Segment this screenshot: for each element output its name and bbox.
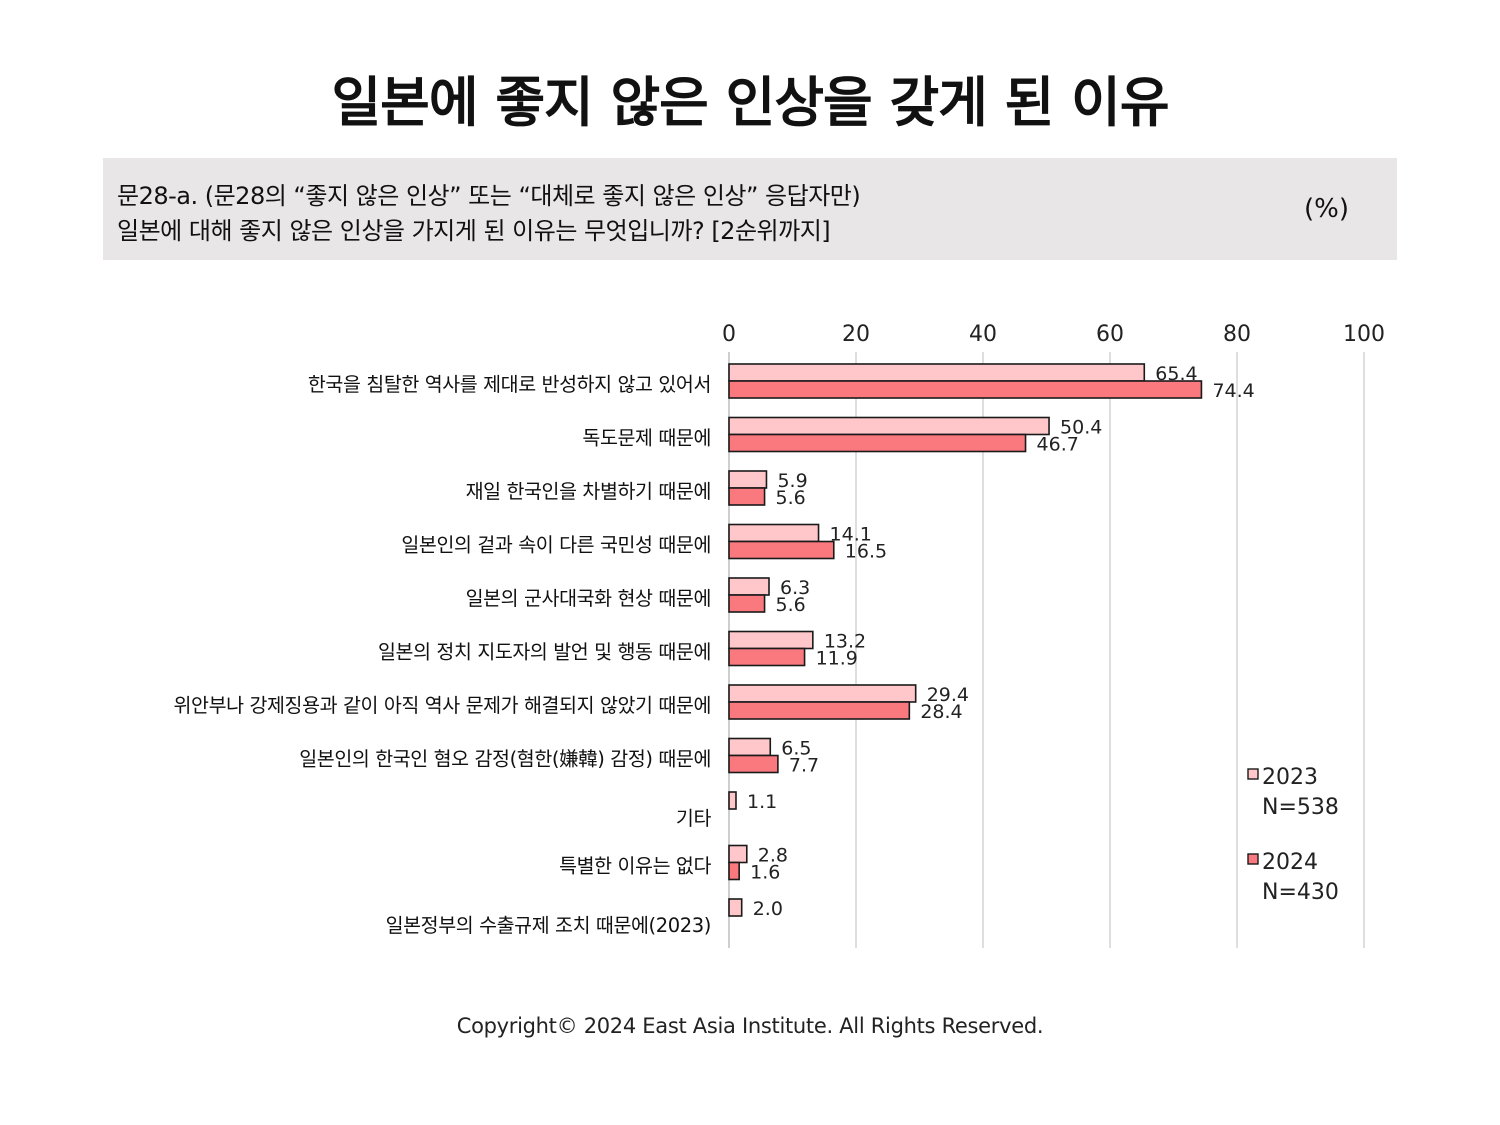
category-label: 일본인의 겉과 속이 다른 국민성 때문에	[401, 534, 711, 557]
data-label-2024: 46.7	[1037, 434, 1079, 456]
bar-2023	[728, 363, 1146, 382]
data-label-2023: 13.2	[824, 631, 866, 653]
copyright-notice: Copyright© 2024 East Asia Institute. All…	[456, 1014, 1044, 1038]
bar-2024	[728, 433, 1027, 453]
legend-swatch-2023	[1247, 768, 1259, 780]
bar-2023	[728, 684, 917, 703]
category-label: 일본의 군사대국화 현상 때문에	[466, 587, 711, 610]
legend-n-2024: N=430	[1262, 880, 1339, 905]
bar-2023	[728, 577, 770, 596]
legend-n-2023: N=538	[1262, 795, 1339, 820]
bar-2024	[728, 701, 911, 720]
category-label: 재일 한국인을 차별하기 때문에	[466, 480, 711, 503]
bar-2024	[728, 647, 806, 667]
x-tick-label: 0	[722, 322, 736, 347]
x-tick-label: 40	[969, 322, 997, 347]
legend-swatch-2024	[1247, 853, 1259, 865]
category-label: 기타	[676, 807, 712, 830]
bar-2023	[728, 523, 820, 543]
x-tick-label: 100	[1343, 322, 1385, 347]
data-label-2023: 2.8	[758, 845, 788, 867]
bar-2024	[728, 487, 766, 506]
bar-2023	[728, 898, 743, 917]
question-box: 문28-a. (문28의 “좋지 않은 인상” 또는 “대체로 좋지 않은 인상…	[103, 158, 1397, 260]
data-label-2023: 1.1	[747, 791, 777, 813]
data-label-2024: 5.6	[776, 487, 806, 509]
data-label-2024: 16.5	[845, 541, 887, 563]
bar-chart: 0 20 40 60 80 100 한국을 침탈한 역사를 제대로 반성하지 않고 있어서 6…	[173, 322, 1385, 948]
category-label: 일본의 정치 지도자의 발언 및 행동 때문에	[378, 641, 711, 664]
question-line-2: 일본에 대해 좋지 않은 인상을 가지게 된 이유는 무엇입니까? [2순위까지…	[117, 217, 831, 245]
question-line-1: 문28-a. (문28의 “좋지 않은 인상” 또는 “대체로 좋지 않은 인상…	[117, 182, 861, 210]
category-label: 한국을 침탈한 역사를 제대로 반성하지 않고 있어서	[308, 373, 711, 396]
data-label-2023: 29.4	[927, 684, 969, 706]
x-tick-label: 60	[1096, 322, 1124, 347]
data-label-2024: 1.6	[750, 862, 780, 884]
x-tick-label: 20	[842, 322, 870, 347]
bar-2023	[728, 630, 814, 650]
bar-2023	[728, 844, 748, 864]
data-label-2023: 6.5	[781, 738, 811, 760]
bar-2023	[728, 470, 768, 489]
data-label-2023: 2.0	[753, 898, 783, 920]
category-label: 특별한 이유는 없다	[559, 855, 711, 878]
data-label-2023: 50.4	[1060, 417, 1102, 439]
category-label: 일본인의 한국인 혐오 감정(혐한(嫌韓) 감정) 때문에	[299, 748, 711, 771]
data-label-2024: 28.4	[920, 701, 962, 723]
category-label: 위안부나 강제징용과 같이 아직 역사 문제가 해결되지 않았기 때문에	[173, 694, 711, 717]
bar-2024	[728, 754, 779, 774]
category-label: 독도문제 때문에	[582, 427, 711, 450]
legend-label-2023: 2023	[1262, 765, 1318, 790]
x-tick-label: 80	[1223, 322, 1251, 347]
data-label-2024: 11.9	[816, 648, 858, 670]
bar-2023	[728, 416, 1050, 436]
bar-2024	[728, 861, 740, 881]
chart-title: 일본에 좋지 않은 인상을 갖게 된 이유	[331, 71, 1170, 134]
unit-label: (%)	[1304, 194, 1349, 224]
bar-2024	[728, 594, 766, 613]
data-label-2024: 7.7	[789, 755, 819, 777]
legend-label-2024: 2024	[1262, 850, 1318, 875]
data-label-2024: 74.4	[1212, 380, 1254, 402]
data-label-2023: 5.9	[777, 470, 807, 492]
bar-2023	[728, 737, 772, 757]
bar-2024	[728, 380, 1203, 399]
data-label-2024: 5.6	[776, 594, 806, 616]
bar-2024	[728, 540, 835, 560]
data-label-2023: 65.4	[1155, 363, 1197, 385]
data-label-2023: 6.3	[780, 577, 810, 599]
data-label-2023: 14.1	[830, 524, 872, 546]
bar-2023	[728, 791, 737, 810]
category-label: 일본정부의 수출규제 조치 때문에(2023)	[386, 914, 711, 937]
